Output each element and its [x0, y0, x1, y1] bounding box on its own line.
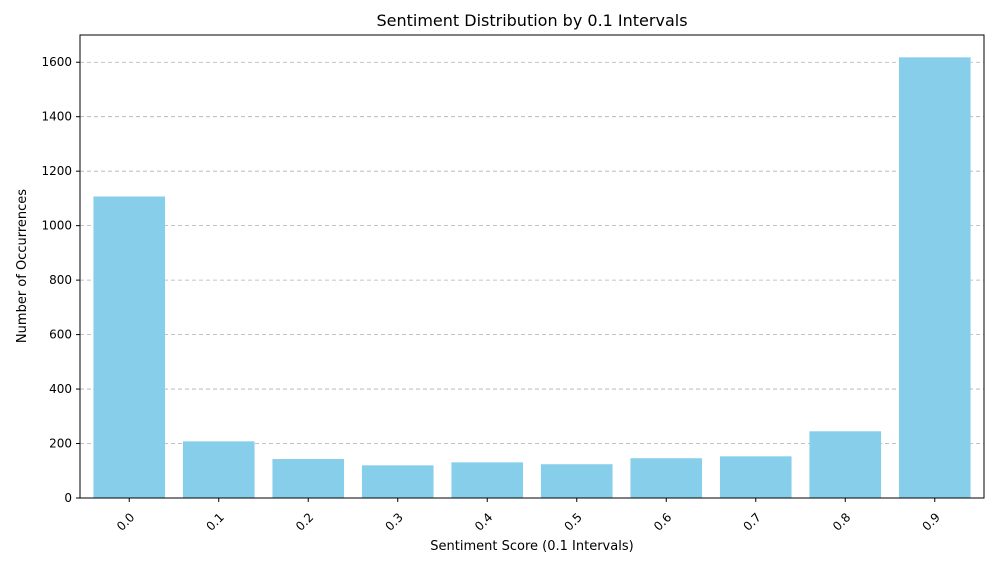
- x-tick-label: 0.2: [293, 510, 316, 533]
- y-tick-label: 1200: [41, 164, 72, 178]
- y-tick-label: 1000: [41, 219, 72, 233]
- chart-title: Sentiment Distribution by 0.1 Intervals: [376, 11, 687, 30]
- bar-0.5: [540, 464, 613, 498]
- y-tick-label: 800: [49, 273, 72, 287]
- bar-0.7: [719, 456, 792, 498]
- bar-0.1: [182, 441, 255, 498]
- bar-0.0: [93, 196, 166, 498]
- bar-0.8: [809, 431, 882, 498]
- y-axis: 0 200 400 600 800 1000 1200 1400 1600: [41, 55, 80, 505]
- y-axis-label: Number of Occurrences: [15, 189, 30, 343]
- x-tick-label: 0.5: [561, 510, 584, 533]
- bars: [93, 57, 971, 498]
- bar-0.9: [898, 57, 971, 498]
- bar-0.6: [630, 458, 703, 498]
- x-tick-label: 0.7: [740, 510, 763, 533]
- x-tick-label: 0.3: [382, 510, 405, 533]
- x-tick-label: 0.1: [203, 510, 226, 533]
- y-tick-label: 1600: [41, 55, 72, 69]
- plot-frame: [79, 34, 985, 499]
- y-tick-label: 0: [64, 491, 72, 505]
- y-tick-label: 1400: [41, 110, 72, 124]
- bar-0.4: [451, 462, 524, 498]
- x-axis-label: Sentiment Score (0.1 Intervals): [430, 539, 633, 554]
- x-tick-label: 0.0: [114, 510, 137, 533]
- y-tick-label: 600: [49, 328, 72, 342]
- x-tick-label: 0.4: [472, 510, 495, 533]
- bar-0.2: [272, 459, 345, 498]
- y-tick-label: 400: [49, 382, 72, 396]
- x-tick-label: 0.9: [919, 510, 942, 533]
- y-tick-label: 200: [49, 437, 72, 451]
- x-axis: 0.0 0.1 0.2 0.3 0.4 0.5 0.6 0.7 0.8 0.9: [114, 498, 943, 534]
- bar-0.3: [361, 465, 434, 498]
- x-tick-label: 0.6: [651, 510, 674, 533]
- x-tick-label: 0.8: [830, 510, 853, 533]
